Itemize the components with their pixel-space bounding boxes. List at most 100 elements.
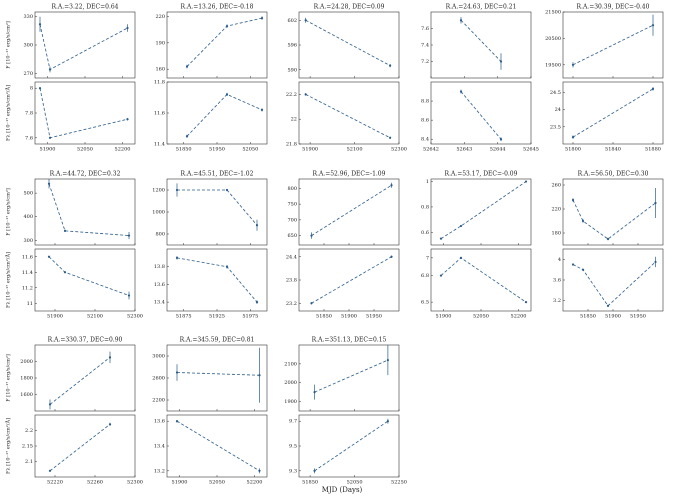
panel-title: R.A.=56.50, DEC=0.30 — [578, 171, 649, 178]
x-tick-label: 51900 — [605, 314, 621, 320]
data-point — [260, 17, 264, 20]
axes-frame — [166, 11, 268, 79]
axes-frame — [298, 178, 400, 246]
x-tick-label: 51900 — [172, 480, 188, 486]
y-tick-label: 8.8 — [421, 99, 429, 105]
y-tick-label: 2.15 — [22, 444, 33, 450]
y-tick-label: 300 — [23, 238, 33, 244]
y-axis-label: F [10⁻¹⁷ erg/s/cm²] — [6, 21, 12, 69]
x-tick-label: 51950 — [630, 314, 646, 320]
y-tick-label: 2000 — [284, 380, 297, 386]
data-point — [651, 24, 655, 27]
data-line — [311, 256, 392, 304]
data-point — [63, 271, 67, 274]
axes-frame — [34, 248, 136, 312]
y-tick-label: 23.8 — [286, 278, 297, 284]
y-tick-label: 6.5 — [421, 300, 429, 306]
data-point — [48, 403, 52, 406]
data-point — [439, 274, 443, 277]
data-point — [390, 184, 393, 187]
panel-title: R.A.=13.26, DEC=-0.18 — [181, 4, 254, 11]
x-tick-label: 51900 — [341, 314, 357, 320]
axes-frame — [298, 344, 400, 412]
data-point — [126, 118, 129, 121]
y-axis-label: Fλ [10⁻¹⁷ erg/s/cm²/Å] — [4, 85, 12, 141]
x-tick-label: 51900 — [47, 314, 63, 320]
data-point — [38, 23, 42, 26]
y-tick-label: 23.2 — [286, 301, 297, 307]
data-line — [176, 372, 260, 376]
y-tick-label: 24.5 — [550, 90, 561, 96]
y-tick-label: 3.6 — [553, 278, 561, 284]
y-axis-label: F [10⁻¹⁷ erg/s/cm²] — [6, 354, 12, 402]
data-point — [225, 265, 229, 268]
data-point — [571, 263, 575, 266]
y-tick-label: 160 — [155, 67, 165, 73]
x-tick-label: 52200 — [115, 147, 131, 153]
y-tick-label: 220 — [551, 207, 561, 213]
data-line — [49, 357, 111, 405]
y-tick-label: 270 — [23, 71, 33, 77]
panel-title: R.A.=24.63, DEC=0.21 — [446, 4, 517, 11]
x-tick-label: 52220 — [47, 480, 63, 486]
x-tick-label: 52643 — [456, 147, 472, 153]
y-tick-label: 7.4 — [421, 43, 429, 49]
y-tick-label: 2.1 — [25, 459, 33, 465]
panel-title: R.A.=24.28, DEC=0.09 — [314, 4, 385, 11]
y-tick-label: 11.6 — [22, 254, 33, 260]
data-point — [304, 19, 307, 22]
x-tick-label: 51900 — [436, 314, 452, 320]
y-tick-label: 0.6 — [421, 230, 429, 236]
data-line — [177, 189, 258, 226]
data-line — [48, 183, 130, 236]
y-axis-label: Fλ [10⁻¹⁷ erg/s/cm²/Å] — [4, 252, 12, 308]
data-point — [225, 188, 229, 192]
y-tick-label: 9.3 — [289, 468, 297, 474]
y-tick-label: 11.4 — [22, 270, 33, 276]
axes-frame — [166, 248, 268, 312]
data-point — [459, 224, 463, 228]
axes-frame — [34, 178, 136, 246]
data-line — [48, 256, 130, 296]
data-line — [176, 420, 260, 472]
x-tick-label: 52050 — [209, 480, 225, 486]
y-tick-label: 596 — [287, 43, 297, 49]
data-point — [606, 237, 610, 241]
axes-frame — [166, 178, 268, 246]
panel-title: R.A.=330.37, DEC=0.90 — [48, 337, 123, 344]
y-tick-label: 1000 — [152, 210, 165, 216]
y-tick-label: 1200 — [152, 188, 165, 194]
data-point — [185, 65, 189, 68]
data-point — [654, 201, 657, 205]
x-tick-label: 51880 — [645, 147, 661, 153]
y-tick-label: 11.2 — [22, 285, 33, 291]
panel-title: R.A.=53.17, DEC=-0.09 — [445, 171, 518, 178]
data-point — [310, 302, 313, 305]
data-point — [255, 301, 259, 304]
data-point — [63, 229, 67, 232]
y-tick-label: 400 — [23, 214, 33, 220]
data-point — [651, 87, 655, 90]
axes-frame — [298, 414, 400, 478]
y-tick-label: 19500 — [545, 62, 561, 68]
y-tick-label: 8.4 — [421, 137, 429, 143]
data-point — [127, 294, 131, 297]
y-tick-label: 2100 — [284, 361, 297, 367]
panel-title: R.A.=345.59, DEC=0.81 — [180, 337, 255, 344]
y-tick-label: 21.8 — [286, 142, 297, 148]
x-tick-label: 52300 — [127, 314, 143, 320]
y-tick-label: 800 — [287, 186, 297, 192]
x-axis-label: MJD (Days) — [322, 486, 363, 494]
data-point — [47, 255, 51, 258]
y-tick-label: 260 — [551, 183, 561, 189]
y-tick-label: 220 — [155, 14, 165, 20]
data-point — [38, 87, 42, 90]
data-point — [606, 304, 610, 307]
y-tick-label: 20500 — [545, 36, 561, 42]
data-point — [571, 63, 575, 66]
y-tick-label: 602 — [287, 18, 297, 24]
data-line — [572, 24, 654, 66]
y-tick-label: 330 — [23, 14, 33, 20]
data-line — [176, 257, 258, 303]
